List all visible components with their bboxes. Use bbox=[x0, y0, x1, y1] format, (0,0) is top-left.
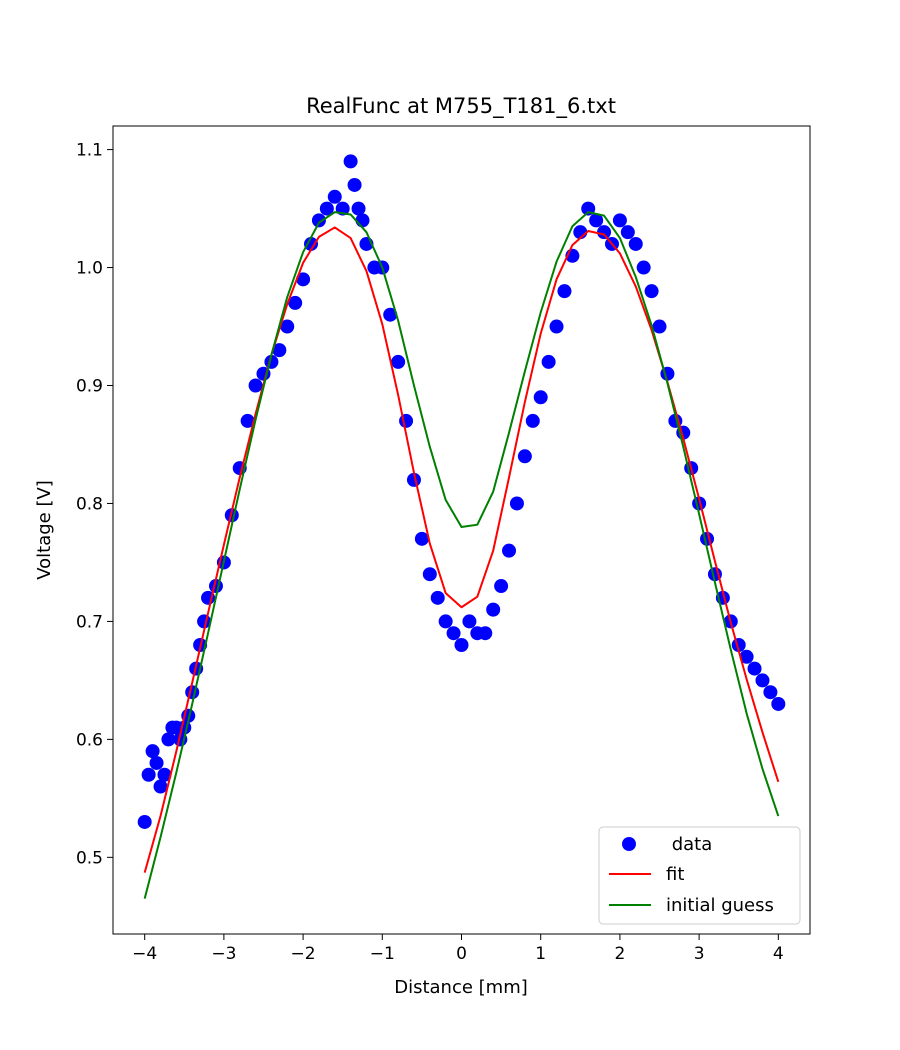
data-point bbox=[391, 354, 406, 369]
data-point bbox=[644, 284, 659, 299]
data-point bbox=[406, 472, 421, 487]
data-point bbox=[494, 579, 509, 594]
data-point bbox=[652, 319, 667, 334]
x-tick-label: 0 bbox=[456, 944, 467, 964]
data-point bbox=[430, 590, 445, 605]
data-point bbox=[272, 343, 287, 358]
data-point bbox=[533, 390, 548, 405]
data-point bbox=[541, 354, 556, 369]
x-tick-label: −3 bbox=[211, 944, 236, 964]
data-point bbox=[462, 614, 477, 629]
data-point bbox=[137, 814, 152, 829]
data-point bbox=[509, 496, 524, 511]
legend-box bbox=[598, 826, 801, 925]
data-point bbox=[145, 744, 160, 759]
data-point bbox=[517, 449, 532, 464]
y-tick-label: 0.9 bbox=[76, 377, 103, 397]
data-point bbox=[304, 236, 319, 251]
data-point bbox=[351, 201, 366, 216]
legend-fit-label: fit bbox=[666, 864, 684, 885]
data-point bbox=[185, 685, 200, 700]
x-tick-label: 3 bbox=[694, 944, 705, 964]
data-point bbox=[612, 213, 627, 228]
data-point bbox=[486, 602, 501, 617]
y-tick-label: 1.1 bbox=[76, 141, 103, 161]
y-tick-label: 0.5 bbox=[76, 848, 103, 868]
data-point bbox=[446, 626, 461, 641]
data-point bbox=[248, 378, 263, 393]
x-tick-label: 1 bbox=[535, 944, 546, 964]
data-point bbox=[161, 732, 176, 747]
data-point bbox=[343, 154, 358, 169]
data-point bbox=[628, 236, 643, 251]
data-point bbox=[355, 213, 370, 228]
data-point bbox=[763, 685, 778, 700]
data-point bbox=[153, 779, 168, 794]
data-point bbox=[597, 225, 612, 240]
data-point bbox=[525, 413, 540, 428]
x-tick-label: −4 bbox=[132, 944, 157, 964]
data-point bbox=[327, 189, 342, 204]
x-axis-label: Distance [mm] bbox=[394, 977, 528, 998]
data-point bbox=[620, 225, 635, 240]
data-point bbox=[549, 319, 564, 334]
data-point bbox=[454, 638, 469, 653]
data-point bbox=[502, 543, 517, 558]
x-tick-label: 4 bbox=[773, 944, 784, 964]
data-point bbox=[771, 696, 786, 711]
y-axis-label: Voltage [V] bbox=[34, 480, 55, 580]
y-tick-label: 0.8 bbox=[76, 494, 103, 514]
data-point bbox=[739, 649, 754, 664]
x-axis: −4 −3 −2 −1 0 1 2 3 4 bbox=[132, 934, 784, 964]
x-tick-label: −2 bbox=[291, 944, 316, 964]
initial-guess-line bbox=[143, 211, 780, 899]
legend-data-label: data bbox=[666, 834, 712, 855]
data-point bbox=[422, 567, 437, 582]
data-point bbox=[383, 307, 398, 322]
y-axis: 0.5 0.6 0.7 0.8 0.9 1.0 1.1 bbox=[76, 141, 113, 868]
data-point bbox=[157, 767, 172, 782]
data-point bbox=[311, 213, 326, 228]
x-tick-label: −1 bbox=[370, 944, 395, 964]
legend: data fit initial guess bbox=[598, 826, 801, 925]
data-point bbox=[755, 673, 770, 688]
data-point bbox=[557, 284, 572, 299]
data-point bbox=[280, 319, 295, 334]
y-tick-label: 0.7 bbox=[76, 612, 103, 632]
data-point bbox=[149, 755, 164, 770]
data-point bbox=[288, 295, 303, 310]
data-point bbox=[747, 661, 762, 676]
data-point bbox=[399, 413, 414, 428]
data-point bbox=[636, 260, 651, 275]
data-point bbox=[438, 614, 453, 629]
chart-title: RealFunc at M755_T181_6.txt bbox=[306, 94, 616, 119]
data-point bbox=[478, 626, 493, 641]
data-point bbox=[319, 201, 334, 216]
x-tick-label: 2 bbox=[614, 944, 625, 964]
data-point bbox=[296, 272, 311, 287]
y-tick-label: 1.0 bbox=[76, 259, 103, 279]
data-point bbox=[347, 177, 362, 192]
y-tick-label: 0.6 bbox=[76, 730, 103, 750]
data-point bbox=[141, 767, 156, 782]
data-layer bbox=[137, 154, 786, 899]
data-point bbox=[240, 413, 255, 428]
legend-initial-guess-label: initial guess bbox=[666, 895, 774, 916]
data-point bbox=[414, 531, 429, 546]
legend-data-marker bbox=[622, 837, 636, 851]
data-point bbox=[589, 213, 604, 228]
